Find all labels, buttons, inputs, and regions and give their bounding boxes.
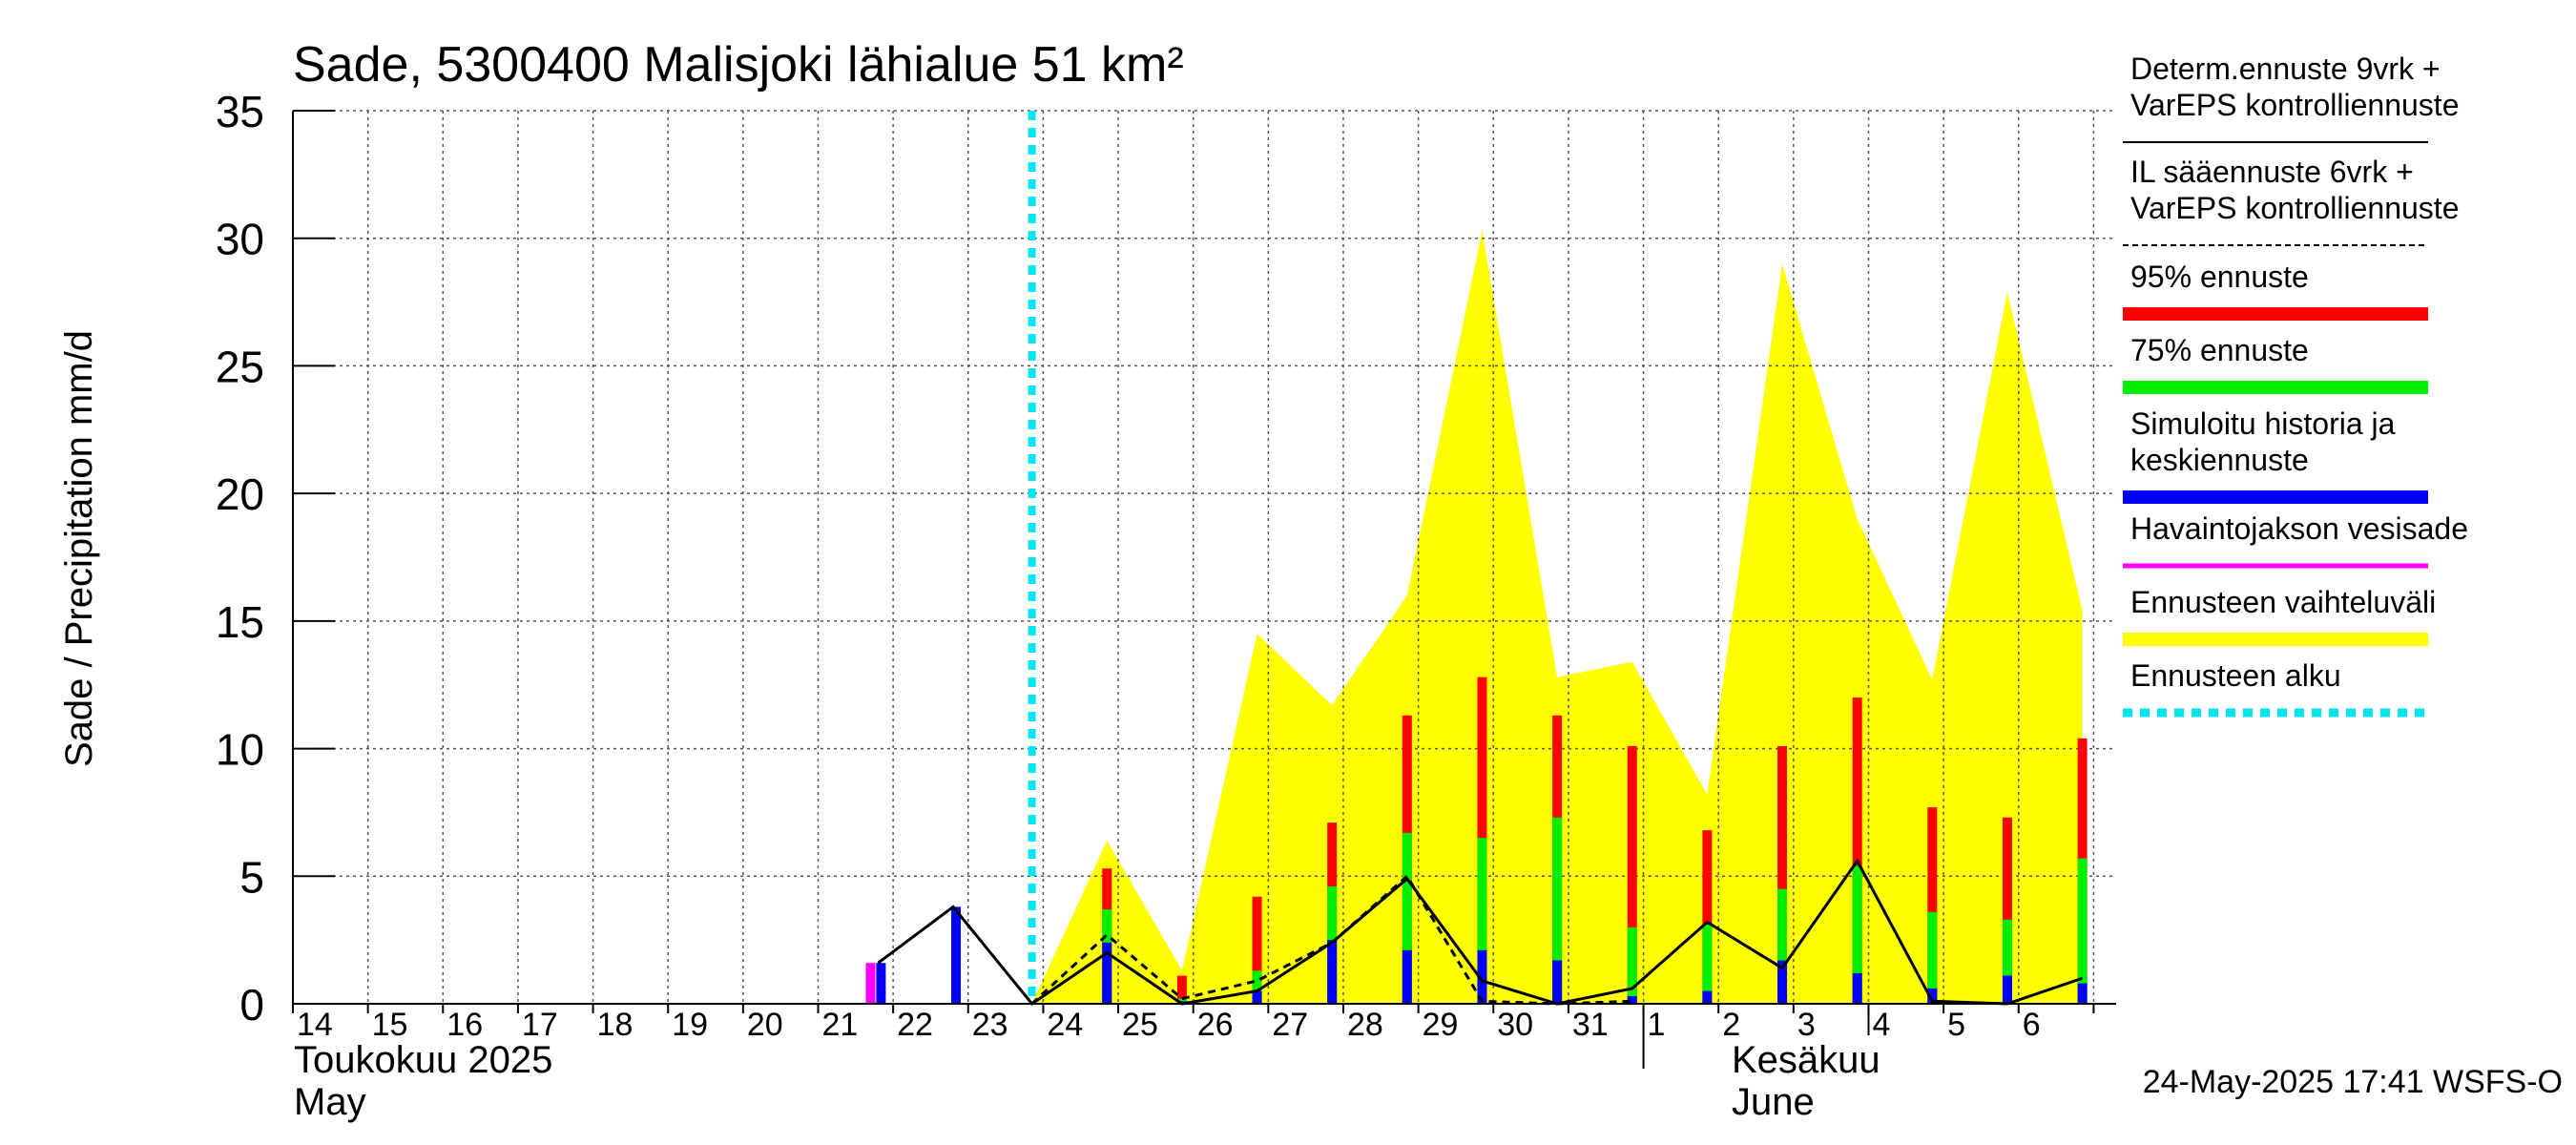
bar-median [1627, 995, 1637, 1004]
x-tick-label: 28 [1347, 1007, 1383, 1043]
bar-p75 [1402, 832, 1412, 1004]
bar-p95 [1777, 745, 1788, 1004]
bar-p95 [1852, 697, 1862, 1004]
x-tick-label: 20 [747, 1007, 783, 1043]
timestamp: 24-May-2025 17:41 WSFS-O [2143, 1064, 2563, 1100]
x-tick-label: 4 [1872, 1007, 1890, 1043]
x-tick-label: 31 [1572, 1007, 1609, 1043]
x-tick-label: 5 [1947, 1007, 1965, 1043]
bar-median [1852, 972, 1862, 1004]
x-tick-label: 3 [1797, 1007, 1816, 1043]
x-tick-label: 1 [1648, 1007, 1666, 1043]
bar-p75 [1702, 925, 1713, 1004]
month-label-fi: Kesäkuu [1732, 1039, 1880, 1081]
y-tick-label: 10 [216, 725, 264, 775]
x-tick-label: 25 [1122, 1007, 1158, 1043]
x-tick-label: 23 [972, 1007, 1008, 1043]
bar-median [1102, 942, 1112, 1004]
bar-median [1252, 990, 1262, 1004]
legend-label: Determ.ennuste 9vrk + [2130, 52, 2441, 86]
y-tick-label: 30 [216, 215, 264, 264]
determ-forecast-line [877, 858, 2084, 1007]
legend-label: Simuloitu historia ja [2130, 406, 2396, 441]
observed-bar [865, 963, 876, 1004]
x-tick-label: 27 [1272, 1007, 1308, 1043]
bar-p75 [1852, 865, 1862, 1004]
x-tick-label: 18 [597, 1007, 634, 1043]
y-tick-label: 0 [239, 980, 264, 1030]
bar-p75 [2077, 858, 2088, 1004]
x-tick-label: 14 [297, 1007, 333, 1043]
legend-label: 75% ennuste [2130, 333, 2309, 367]
x-tick-label: 24 [1047, 1007, 1083, 1043]
y-tick-label: 5 [239, 852, 264, 902]
historical-bar [876, 963, 886, 1004]
month-label-en: June [1732, 1081, 1815, 1123]
x-tick-label: 29 [1423, 1007, 1459, 1043]
bar-p75 [1252, 970, 1262, 1004]
x-tick-label: 19 [672, 1007, 708, 1043]
x-tick-label: 17 [522, 1007, 558, 1043]
legend-label: Ennusteen vaihteluväli [2130, 585, 2436, 619]
bar-p95 [1176, 975, 1187, 1004]
bar-median [2002, 975, 2012, 1004]
bar-median [1402, 949, 1412, 1004]
legend: Determ.ennuste 9vrk +VarEPS kontrollienn… [2123, 52, 2468, 718]
x-tick-label: 30 [1497, 1007, 1533, 1043]
y-tick-label: 35 [216, 87, 264, 136]
month-label-en: May [294, 1081, 366, 1123]
legend-label: VarEPS kontrolliennuste [2130, 88, 2459, 122]
bar-p75 [1627, 926, 1637, 1004]
bar-median [1702, 990, 1713, 1004]
historical-bar [951, 906, 962, 1004]
x-tick-label: 21 [821, 1007, 858, 1043]
bar-p75 [1477, 838, 1487, 1004]
legend-label: Havaintojakson vesisade [2130, 511, 2468, 546]
legend-label: Ennusteen alku [2130, 658, 2341, 693]
y-axis-label: Sade / Precipitation mm/d [58, 330, 100, 767]
legend-label: VarEPS kontrolliennuste [2130, 191, 2459, 225]
x-tick-label: 26 [1197, 1007, 1234, 1043]
bar-p95 [1627, 745, 1637, 1004]
forecast-range-layer [1031, 230, 2083, 1005]
chart-title: Sade, 5300400 Malisjoki lähialue 51 km² [293, 37, 1184, 93]
x-tick-label: 2 [1722, 1007, 1740, 1043]
bar-median [1777, 960, 1788, 1004]
x-tick-label: 22 [897, 1007, 933, 1043]
bar-p75 [1552, 817, 1563, 1004]
axes-layer [292, 110, 2116, 1069]
x-tick-label: 6 [2023, 1007, 2041, 1043]
y-tick-label: 25 [216, 342, 264, 391]
legend-label: IL sääennuste 6vrk + [2130, 155, 2414, 189]
bar-p75 [1927, 911, 1938, 1004]
legend-label: keskiennuste [2130, 443, 2309, 477]
month-label-fi: Toukokuu 2025 [294, 1039, 552, 1081]
y-tick-label: 15 [216, 597, 264, 647]
x-tick-label: 16 [447, 1007, 483, 1043]
bar-median [2077, 983, 2088, 1004]
bar-median [1477, 949, 1487, 1004]
legend-label: 95% ennuste [2130, 260, 2309, 294]
bar-p95 [2002, 817, 2012, 1004]
grid-layer [293, 110, 2116, 1004]
bar-median [1927, 988, 1938, 1004]
bar-p95 [1927, 807, 1938, 1004]
x-tick-label: 15 [372, 1007, 408, 1043]
bar-p75 [1777, 888, 1788, 1004]
bar-median [1327, 940, 1338, 1004]
forecast-range-area [1031, 230, 2083, 1005]
bar-median [1552, 960, 1563, 1004]
bar-p75 [2002, 919, 2012, 1004]
y-tick-label: 20 [216, 469, 264, 519]
bar-p95 [1702, 830, 1713, 1004]
bar-p95 [1252, 896, 1262, 1004]
